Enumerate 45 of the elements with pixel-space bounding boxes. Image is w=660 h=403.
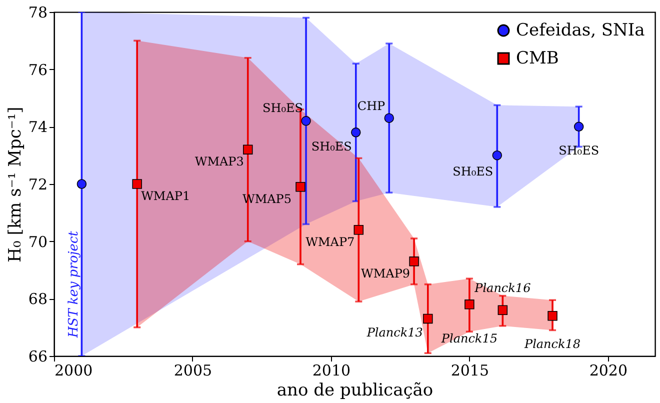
annotation: SH₀ES [311,139,352,154]
annotation: Planck15 [440,331,498,346]
annotation: SH₀ES [262,100,304,115]
point [409,256,419,266]
point [354,224,364,235]
legend-label: Cefeidas, SNIa [516,20,645,40]
x-tick-label: 2020 [589,362,628,380]
annotation: Planck18 [523,336,581,351]
y-tick-label: 74 [28,118,48,136]
point [548,310,558,321]
y-tick-label: 68 [28,290,48,308]
annotation: HST key project [66,230,82,339]
point [243,144,253,154]
annotation: WMAP7 [306,234,355,249]
x-tick-label: 2000 [54,362,93,380]
point [492,150,502,160]
point [301,116,311,126]
point [384,113,394,123]
point [498,305,508,316]
x-axis-title: ano de publicação [276,380,434,400]
legend-label: CMB [516,48,559,68]
point [296,182,306,192]
point [423,314,433,324]
annotation: WMAP1 [141,189,190,203]
annotation: WMAP9 [361,266,410,280]
y-tick-label: 66 [28,348,48,366]
point [132,179,142,189]
point [351,128,361,138]
point [574,122,584,132]
annotation: CHP [357,99,386,114]
annotation: Planck16 [474,281,532,296]
point [464,300,474,310]
y-axis-title: H₀ [km s⁻¹ Mpc⁻¹] [5,106,26,262]
y-tick-label: 76 [28,60,48,79]
annotation: Planck13 [366,326,424,340]
y-tick-label: 72 [28,176,48,194]
y-tick-label: 70 [28,232,48,251]
annotation: SH₀ES [558,144,600,158]
y-tick-label: 78 [28,4,48,22]
x-tick-label: 2015 [450,362,490,380]
x-tick-label: 2005 [174,362,212,380]
x-tick-label: 2010 [312,362,351,380]
point [76,179,87,189]
annotation: SH₀ES [452,164,494,178]
annotation: WMAP3 [194,154,244,169]
